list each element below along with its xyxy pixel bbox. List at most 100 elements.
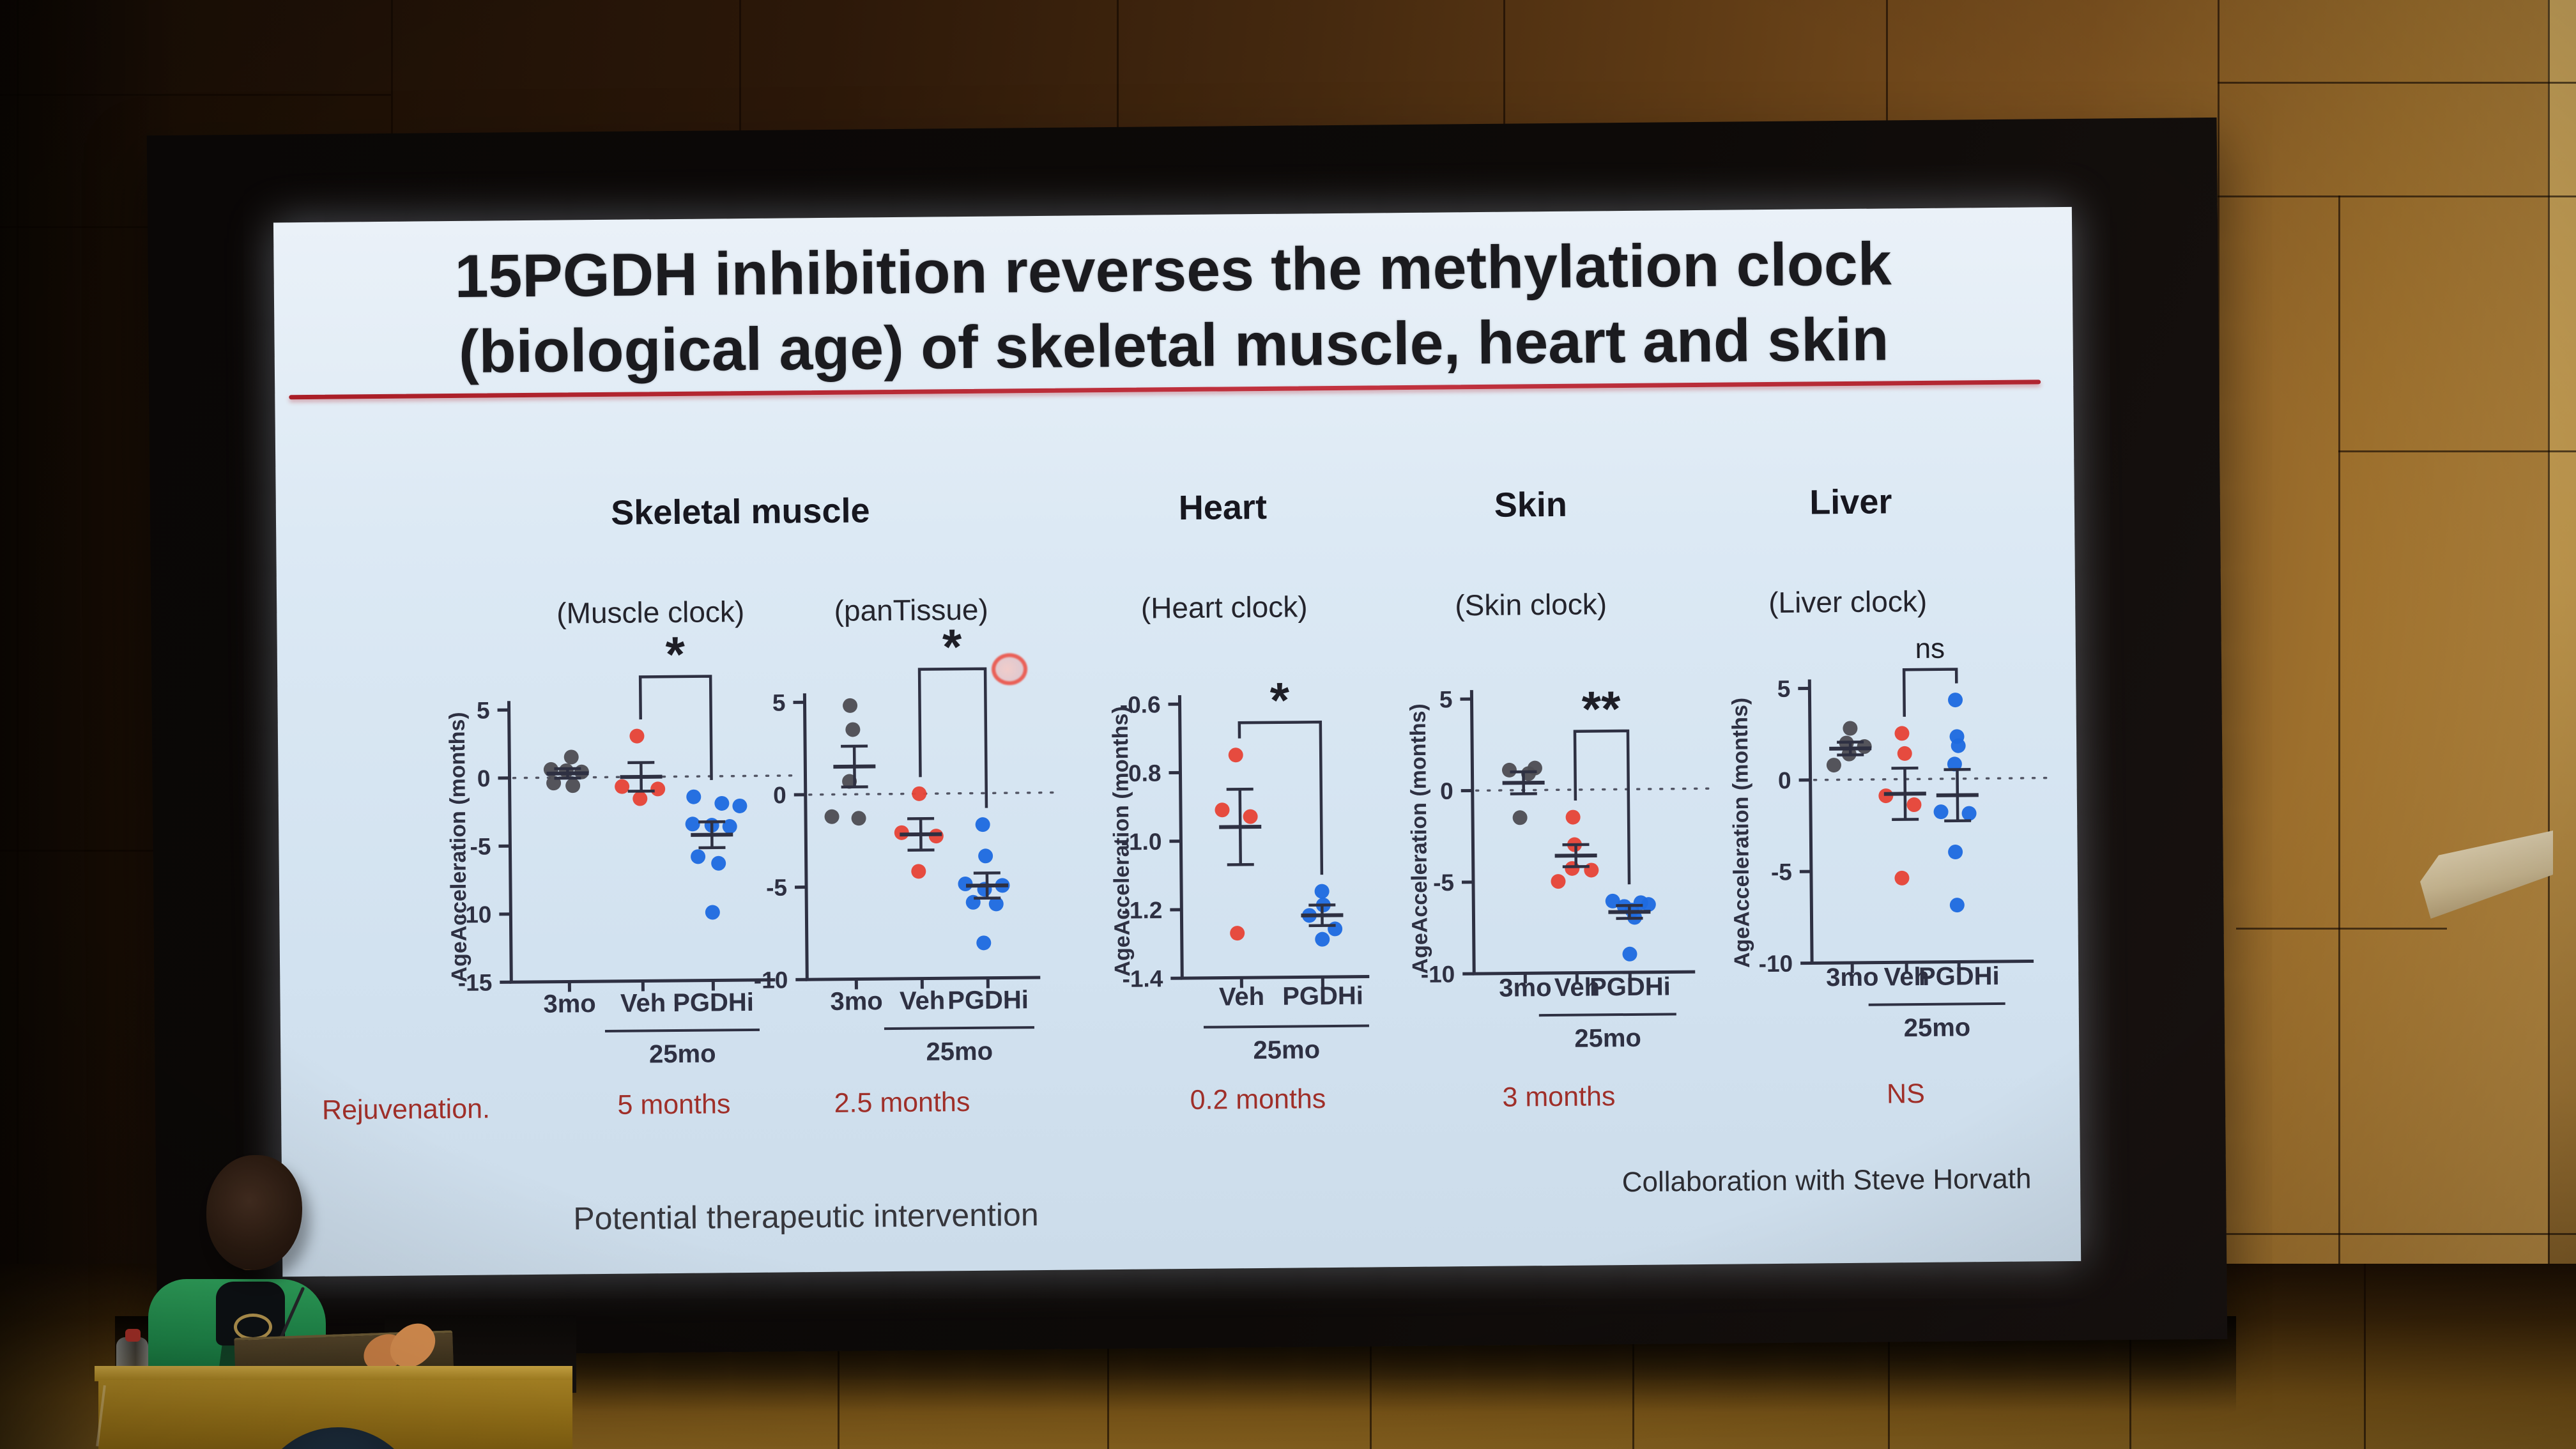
y-tick-label: -0.8 [1121,760,1162,787]
zero-line [1475,787,1714,792]
x-tick-label: PGDHi [1919,962,2000,991]
data-point [705,905,720,920]
panel-seam [0,94,391,96]
y-tick-label: 0 [773,782,786,808]
data-point [1948,845,1963,860]
y-tick-label: -1.4 [1122,965,1163,992]
panel-seam [2548,0,2550,1449]
data-point [629,728,645,744]
podium-top-edge [95,1366,572,1381]
data-point [912,786,927,801]
rejuvenation-value-heart: 0.2 months [1190,1084,1326,1116]
sig-bracket [638,675,713,780]
x-tick-label: PGDHi [947,986,1029,1015]
data-point [732,798,747,813]
subgroup-25mo-line [604,1028,760,1032]
speaker-hair [206,1155,302,1270]
data-point [1315,931,1330,947]
data-point [1933,804,1949,820]
data-point [976,935,992,951]
x-tick-label: 3mo [830,987,883,1016]
laser-pointer-dot [991,653,1028,686]
sig-bracket [917,667,988,808]
data-point [1961,806,1977,821]
x-tick-label: 3mo [1826,963,1879,992]
error-bar [1238,789,1242,865]
y-tick-label: 0 [1778,767,1791,793]
x-tick-label: Veh [1219,983,1265,1011]
data-point [1228,747,1243,763]
zero-line [808,791,1059,796]
panel-seam [2364,1264,2366,1449]
panel-seam [1503,0,1505,139]
data-point [650,781,666,797]
data-point [714,795,730,811]
plot-pantissue: 5 0 -5 -10 3mo Veh PGDHi 25mo * [754,618,1059,1066]
axis-lines [1807,679,2034,965]
presentation-slide: 15PGDH inhibition reverses the methylati… [273,206,2082,1277]
subgroup-25mo-label: 25mo [649,1039,716,1068]
data-point [722,819,737,834]
data-point [1641,897,1656,912]
data-point [1243,809,1258,824]
panel-seam [2338,450,2576,452]
footer-therapeutic-intervention: Potential therapeutic intervention [573,1197,1039,1237]
data-point [686,789,702,804]
wall-right-bright-strip [2548,0,2576,1449]
axis-lines [1177,695,1370,980]
subgroup-25mo-label: 25mo [1574,1024,1641,1053]
sig-label: * [1269,672,1290,728]
subgroup-25mo-label: 25mo [1904,1013,1971,1042]
panel-seam [2236,928,2447,930]
y-tick-label: -0.6 [1120,691,1161,718]
panel-seam [2218,82,2576,84]
data-point [1906,797,1922,813]
y-tick-label: -10 [1421,961,1455,987]
sig-label: * [665,626,686,682]
x-tick-label: 3mo [543,990,596,1018]
data-point [632,791,648,806]
rejuvenation-label: Rejuvenation. [321,1093,491,1126]
data-point [1949,898,1965,913]
subgroup-25mo-line [1203,1024,1369,1029]
data-point [1622,946,1637,962]
data-point [564,749,579,765]
sig-bracket [1902,668,1958,717]
y-tick-label: -10 [457,901,492,928]
panel-seam [391,0,393,151]
y-tick-label: 0 [1440,778,1453,804]
data-point [1894,726,1910,741]
x-tick-label: Veh [1884,963,1930,992]
data-point [1843,721,1858,736]
data-point [565,778,581,793]
subgroup-25mo-label: 25mo [926,1038,993,1066]
sig-label: ** [1581,680,1621,737]
data-point [988,896,1004,912]
data-point [1894,870,1910,885]
data-point [911,864,926,879]
subgroup-25mo-line [1538,1013,1676,1017]
data-point [1951,738,1966,753]
y-tick-label: -1.0 [1121,829,1162,855]
data-point [1897,746,1912,761]
y-tick-label: 0 [477,765,491,792]
rejuvenation-value-muscle: 5 months [617,1089,731,1121]
data-point [851,811,866,826]
x-tick-label: PGDHi [1282,982,1363,1011]
data-point [1230,926,1245,941]
x-tick-label: Veh [900,986,946,1015]
panel-seam [2218,195,2576,197]
sig-label: ns [1915,633,1945,664]
subgroup-25mo-line [884,1026,1034,1031]
data-point [1314,884,1330,899]
error-bar [1956,769,1959,821]
footer-collaboration-credit: Collaboration with Steve Horvath [1621,1163,2032,1199]
y-tick-label: -5 [1433,870,1454,896]
data-point [711,855,726,871]
y-axis-label: AgeAcceleration (months) [1108,706,1135,977]
data-point [691,849,706,864]
plot-skin-clock: AgeAcceleration (months)5 0 -5 -10 3mo VehPGD… [1406,680,1714,1053]
